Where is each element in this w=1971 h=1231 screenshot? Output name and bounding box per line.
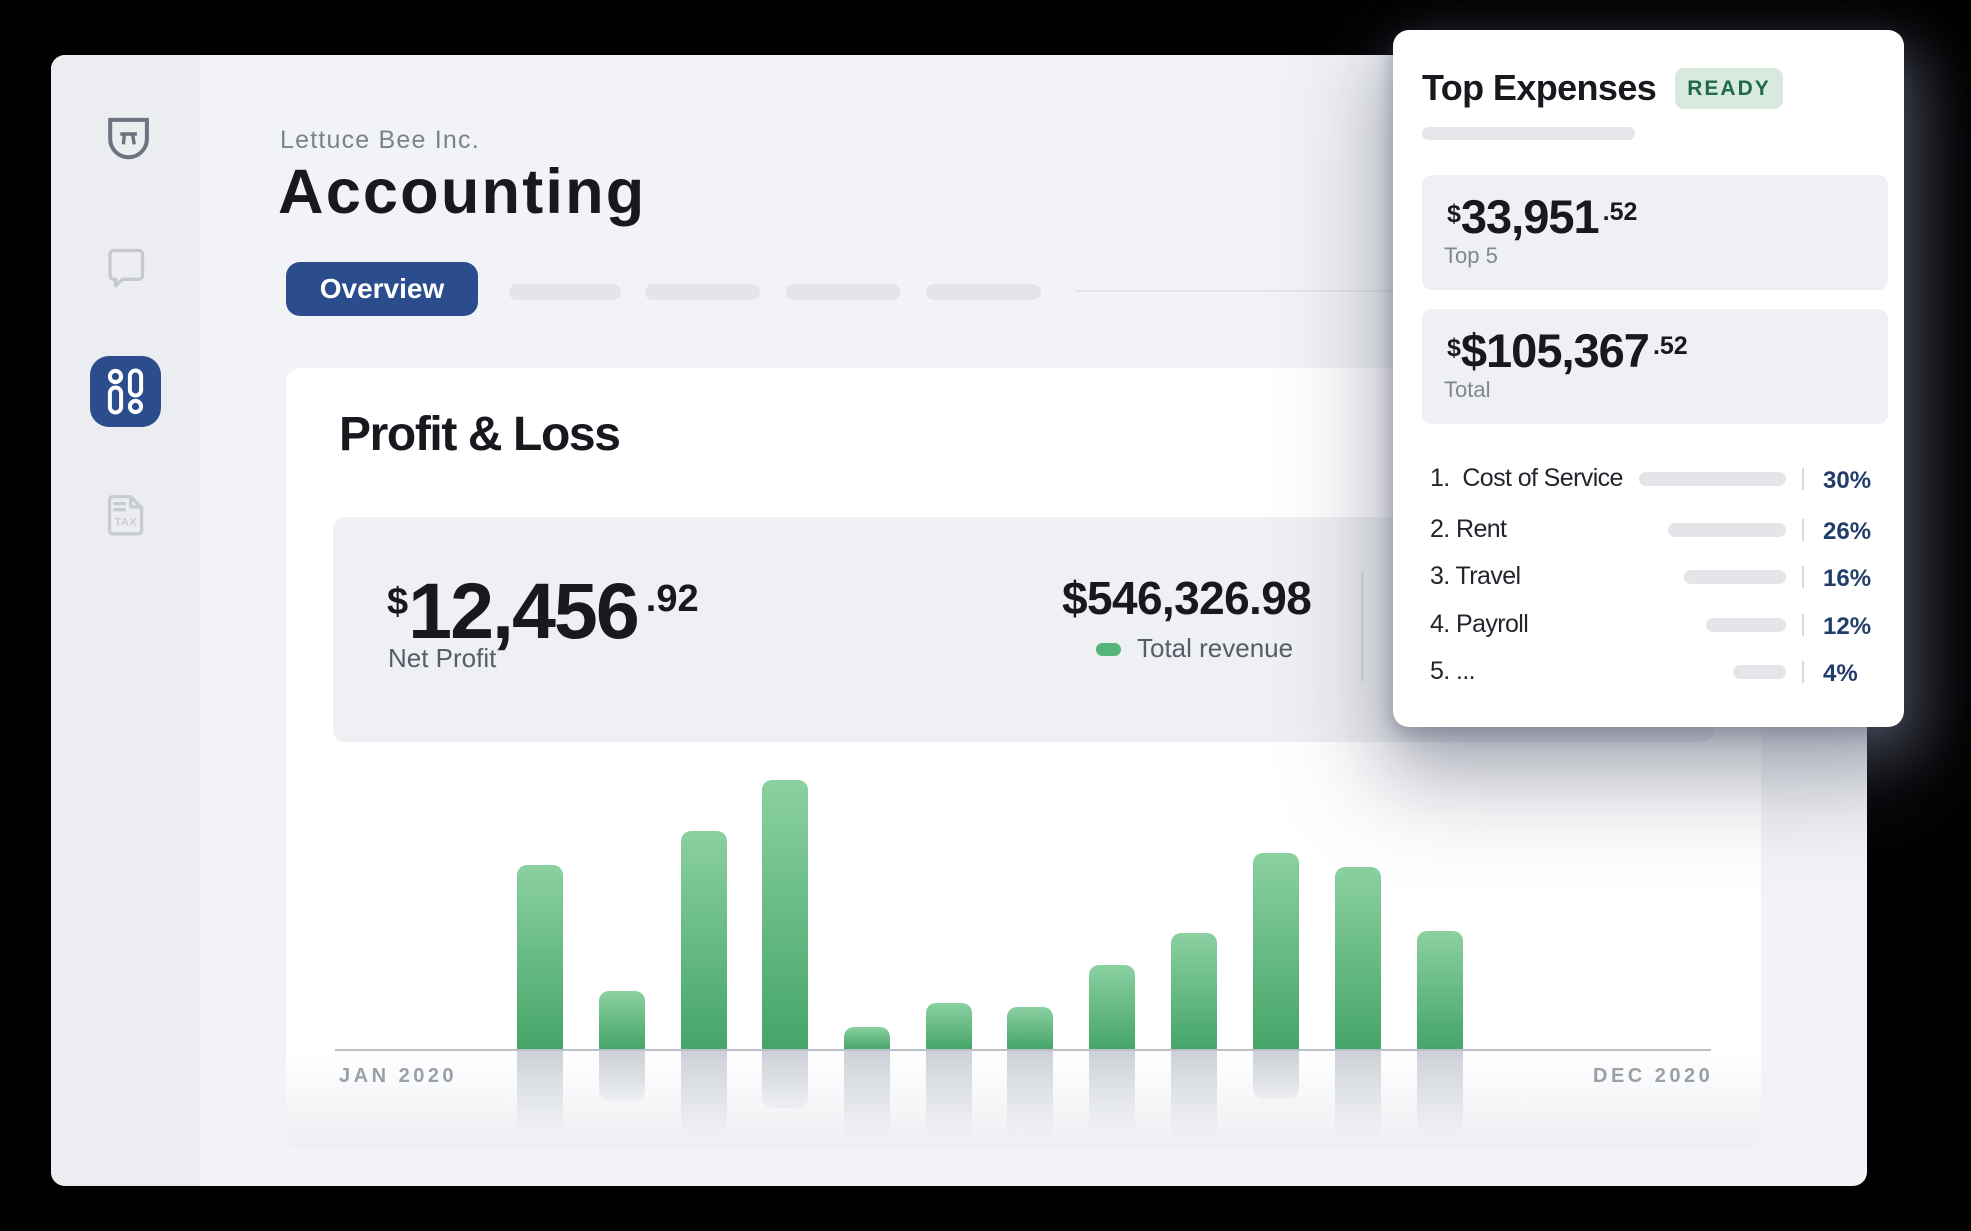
svg-text:TAX: TAX	[115, 517, 138, 529]
